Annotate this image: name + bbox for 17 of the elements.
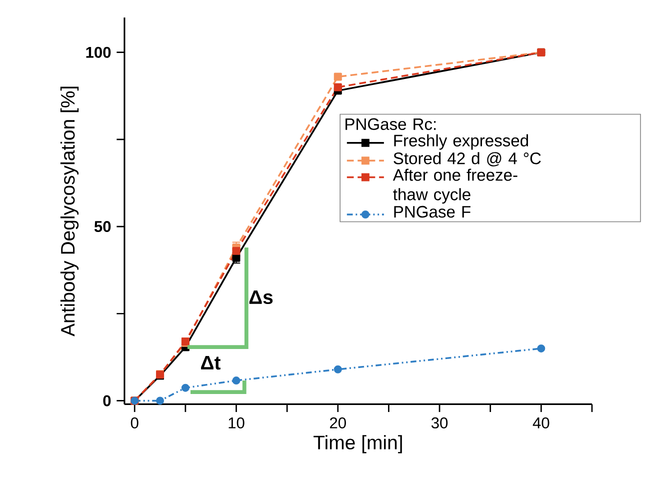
legend-label: After one freeze-thaw cycle [392,168,518,204]
x-tick-label: 20 [330,417,346,428]
annotation: Δs [249,290,273,304]
legend-label: Stored 42 d @ 4 °C [394,152,541,166]
legend-label: Freshly expressed [394,134,528,150]
x-axis-title: Time [min] [314,435,402,454]
y-tick-label: 100 [86,46,111,58]
legend-label: PNGase F [394,206,470,218]
y-axis-title: Antibody Deglycosylation [%] [60,86,79,336]
legend-title: PNGase Rc: [346,118,436,130]
x-tick-label: 10 [228,417,244,428]
x-tick-label: 0 [130,417,138,428]
x-tick-label: 30 [431,417,448,428]
annotation: Δt [201,356,221,370]
y-tick-label: 0 [103,395,111,406]
x-tick-label: 40 [532,417,550,428]
y-tick-label: 50 [94,221,111,232]
